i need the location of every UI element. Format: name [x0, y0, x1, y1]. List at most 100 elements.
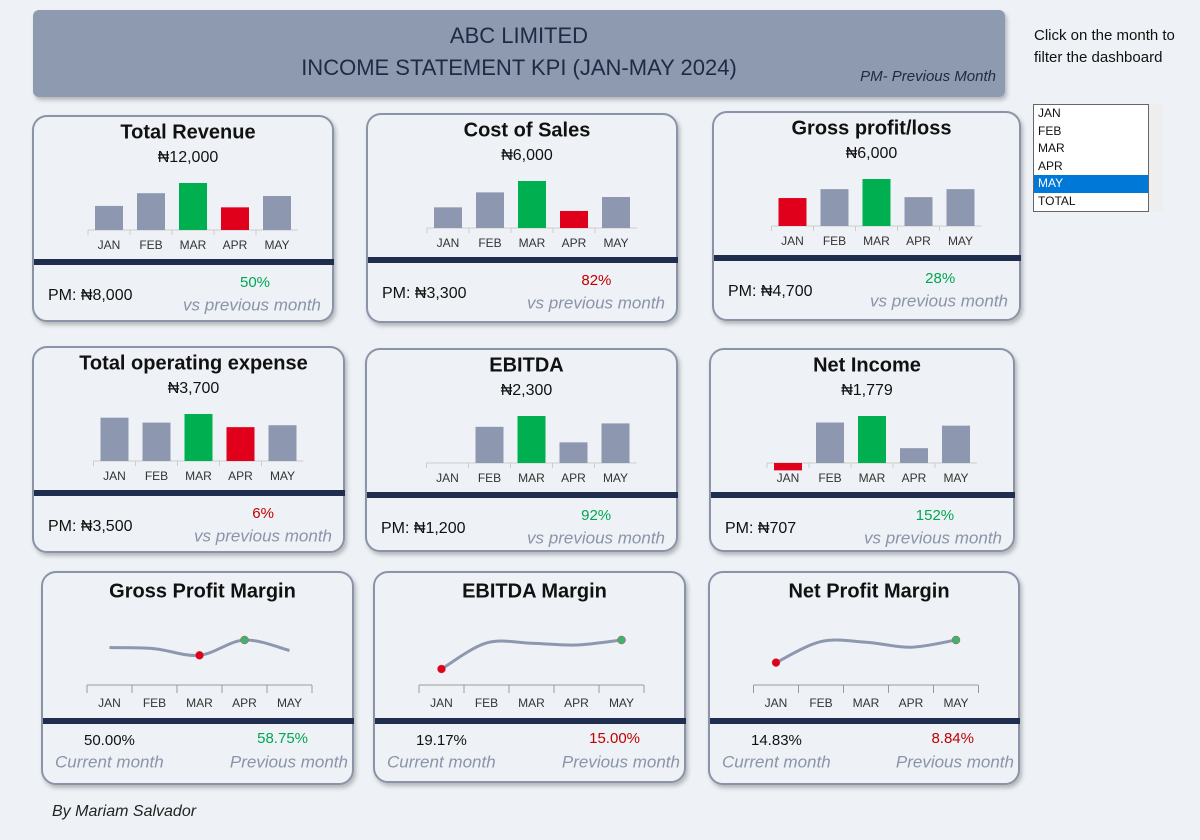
- card-title: Total operating expense: [79, 352, 308, 374]
- bar: [137, 193, 165, 230]
- separator: [711, 492, 1015, 498]
- card-title: Gross profit/loss: [791, 117, 951, 139]
- category-label: JAN: [98, 696, 121, 710]
- category-label: FEB: [809, 696, 832, 710]
- category-label: JAN: [98, 238, 121, 252]
- bar: [476, 192, 504, 228]
- separator: [34, 259, 334, 265]
- category-label: MAR: [518, 471, 545, 485]
- card-value: ₦3,700: [168, 380, 220, 397]
- bar: [263, 196, 291, 230]
- dashboard-title: INCOME STATEMENT KPI (JAN-MAY 2024): [301, 55, 737, 80]
- category-label: MAY: [948, 234, 973, 248]
- category-label: JAN: [765, 696, 788, 710]
- current-value: 50.00%: [84, 732, 135, 749]
- filter-option[interactable]: APR: [1038, 158, 1063, 173]
- trend-line: [440, 638, 622, 671]
- previous-value: 58.75%: [257, 730, 308, 747]
- marker: [771, 658, 781, 667]
- category-label: APR: [561, 471, 586, 485]
- previous-value: 8.84%: [931, 730, 974, 747]
- previous-caption: Previous month: [896, 752, 1014, 771]
- filter-option[interactable]: TOTAL: [1038, 193, 1076, 208]
- bar: [221, 207, 249, 230]
- filter-instruction: Click on the month to filter the dashboa…: [1034, 27, 1175, 66]
- current-value: 14.83%: [751, 732, 802, 749]
- category-label: APR: [906, 234, 931, 248]
- bar: [100, 417, 129, 461]
- marker: [951, 635, 961, 645]
- category-label: MAR: [859, 471, 886, 485]
- category-label: MAR: [518, 696, 545, 710]
- category-label: MAY: [277, 696, 302, 710]
- change-caption: vs previous month: [527, 528, 665, 547]
- month-filter[interactable]: JAN FEB MAR APR MAY TOTAL: [1033, 104, 1149, 212]
- header-box: [33, 10, 1005, 97]
- category-label: APR: [902, 471, 927, 485]
- card: [708, 571, 1020, 785]
- bar: [900, 448, 928, 463]
- bar: [226, 427, 255, 461]
- previous-month: PM: ₦1,200: [381, 520, 466, 537]
- card: [41, 571, 354, 785]
- bar: [268, 425, 297, 461]
- change-caption: vs previous month: [864, 528, 1002, 547]
- filter-option[interactable]: MAY: [1034, 175, 1148, 193]
- change: 6%: [252, 505, 274, 522]
- bar: [559, 442, 588, 463]
- category-label: APR: [564, 696, 589, 710]
- category-label: APR: [223, 238, 248, 252]
- filter-option[interactable]: MAR: [1038, 141, 1065, 155]
- category-label: MAR: [185, 469, 212, 483]
- card-title: EBITDA Margin: [462, 580, 607, 602]
- change-caption: vs previous month: [194, 526, 332, 545]
- bar: [602, 197, 630, 228]
- category-label: FEB: [818, 471, 841, 485]
- category-label: MAY: [943, 471, 968, 485]
- category-label: FEB: [475, 696, 498, 710]
- category-label: FEB: [143, 696, 166, 710]
- trend-line: [775, 638, 957, 664]
- current-caption: Current month: [55, 752, 164, 771]
- card-title: Net Income: [813, 354, 921, 376]
- category-label: FEB: [145, 469, 168, 483]
- category-label: APR: [228, 469, 253, 483]
- header-note: PM- Previous Month: [860, 68, 996, 85]
- card-value: ₦12,000: [158, 149, 219, 166]
- category-label: MAY: [943, 696, 968, 710]
- marker: [240, 635, 249, 645]
- category-label: FEB: [478, 471, 501, 485]
- card-title: EBITDA: [489, 354, 563, 376]
- bar: [475, 426, 504, 463]
- separator: [710, 718, 1020, 724]
- card-value: ₦6,000: [846, 145, 898, 162]
- bar: [774, 463, 802, 471]
- bar: [820, 189, 849, 226]
- filter-option[interactable]: JAN: [1038, 106, 1061, 120]
- bar: [179, 183, 207, 230]
- change: 152%: [916, 507, 954, 524]
- bar: [517, 416, 546, 463]
- change-caption: vs previous month: [183, 295, 321, 314]
- filter-option[interactable]: FEB: [1038, 123, 1062, 138]
- bar: [560, 210, 588, 228]
- separator: [714, 255, 1021, 261]
- company: ABC LIMITED: [450, 23, 588, 48]
- category-label: JAN: [430, 696, 453, 710]
- bar: [862, 179, 891, 226]
- current-caption: Current month: [722, 752, 831, 771]
- category-label: MAR: [519, 236, 546, 250]
- category-label: APR: [899, 696, 924, 710]
- category-label: JAN: [436, 471, 459, 485]
- category-label: FEB: [478, 236, 501, 250]
- category-label: JAN: [777, 471, 800, 485]
- previous-month: PM: ₦3,300: [382, 285, 467, 302]
- bar: [816, 422, 844, 463]
- bar: [518, 181, 546, 228]
- change: 92%: [581, 507, 611, 524]
- current-value: 19.17%: [416, 732, 467, 749]
- separator: [368, 257, 678, 263]
- previous-month: PM: ₦8,000: [48, 287, 133, 304]
